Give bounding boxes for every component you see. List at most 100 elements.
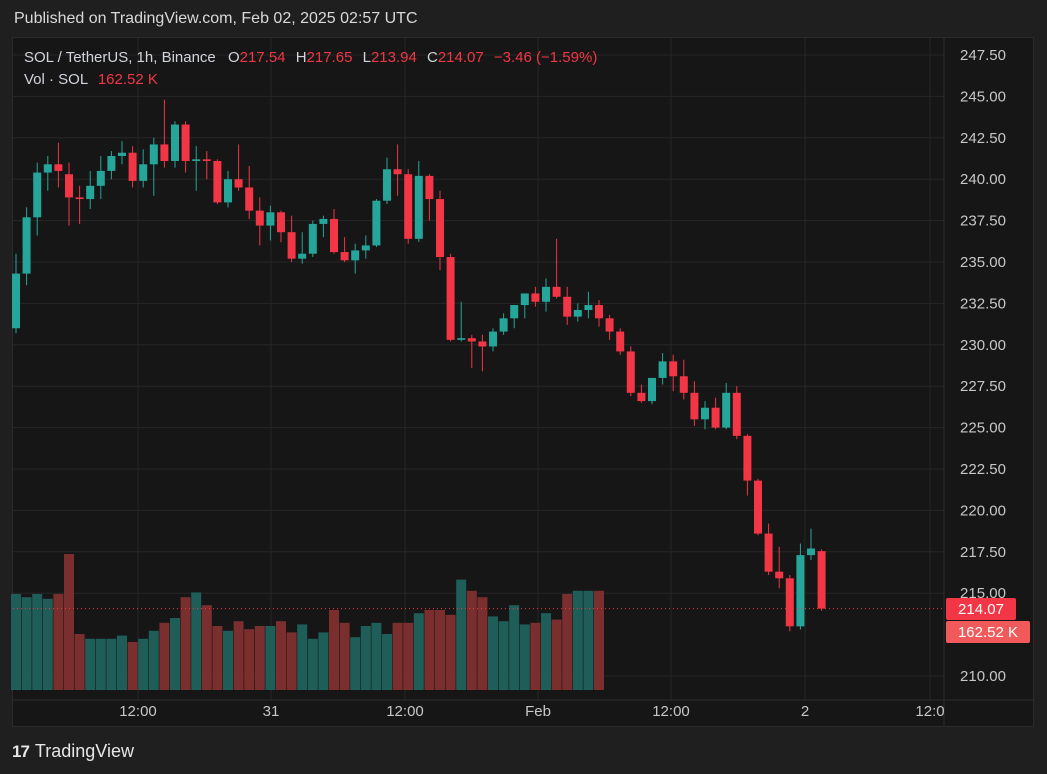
- candle-body[interactable]: [287, 232, 296, 259]
- candle-body[interactable]: [552, 286, 561, 297]
- candle-body[interactable]: [86, 185, 95, 200]
- symbol-label[interactable]: SOL / TetherUS, 1h, Binance: [24, 49, 216, 66]
- candle-body[interactable]: [75, 197, 84, 200]
- candle-body[interactable]: [764, 533, 773, 572]
- candle-body[interactable]: [595, 305, 603, 319]
- candle-body[interactable]: [43, 164, 52, 173]
- candle-body[interactable]: [785, 578, 794, 627]
- candle-body[interactable]: [340, 252, 349, 261]
- candle-body[interactable]: [510, 305, 519, 319]
- candle-body[interactable]: [192, 159, 201, 161]
- candle-body[interactable]: [404, 174, 413, 239]
- candle-body[interactable]: [65, 174, 73, 198]
- candle-body[interactable]: [149, 144, 158, 165]
- candle-body[interactable]: [266, 212, 275, 226]
- candle-body[interactable]: [234, 179, 243, 188]
- price-tick-label: 227.50: [960, 378, 1006, 395]
- candle-body[interactable]: [711, 407, 720, 428]
- volume-bar: [382, 634, 392, 690]
- candle-body[interactable]: [54, 164, 63, 171]
- legend: SOL / TetherUS, 1h, Binance O217.54 H217…: [24, 47, 597, 91]
- candle-body[interactable]: [648, 377, 656, 402]
- candle-body[interactable]: [478, 341, 487, 347]
- candle-body[interactable]: [658, 361, 667, 378]
- candle-body[interactable]: [626, 351, 635, 393]
- candle-body[interactable]: [796, 555, 805, 627]
- candle-body[interactable]: [573, 310, 582, 317]
- low-label: L: [362, 49, 371, 66]
- candle-body[interactable]: [754, 480, 762, 534]
- candle-body[interactable]: [277, 212, 285, 233]
- candle-body[interactable]: [637, 392, 646, 402]
- candle-body[interactable]: [732, 392, 741, 436]
- candle-body[interactable]: [160, 144, 169, 161]
- volume-bar: [117, 635, 127, 690]
- time-tick-label: 2: [801, 703, 809, 720]
- candle-body[interactable]: [351, 250, 360, 261]
- candle-body[interactable]: [308, 223, 317, 254]
- candle-body[interactable]: [393, 169, 402, 175]
- candle-body[interactable]: [171, 124, 179, 161]
- candle-body[interactable]: [128, 152, 137, 181]
- volume-row: Vol · SOL 162.52 K: [24, 69, 597, 91]
- candle-body[interactable]: [298, 253, 307, 259]
- candle-body[interactable]: [690, 392, 699, 420]
- candle-body[interactable]: [330, 218, 338, 253]
- candle-body[interactable]: [457, 338, 466, 340]
- candle-body[interactable]: [139, 164, 148, 181]
- candle-body[interactable]: [414, 175, 423, 239]
- candle-body[interactable]: [489, 331, 497, 347]
- volume-label[interactable]: Vol · SOL: [24, 71, 88, 88]
- candle-body[interactable]: [701, 407, 709, 420]
- candle-body[interactable]: [118, 152, 126, 157]
- candle-body[interactable]: [722, 392, 731, 428]
- candle-body[interactable]: [743, 435, 752, 481]
- candle-body[interactable]: [584, 305, 593, 311]
- candle-body[interactable]: [383, 169, 391, 201]
- candle-body[interactable]: [467, 338, 476, 342]
- candle-body[interactable]: [542, 286, 550, 302]
- candle-body[interactable]: [361, 245, 370, 251]
- candle-body[interactable]: [520, 293, 529, 306]
- candle-body[interactable]: [96, 170, 105, 186]
- candle-body[interactable]: [319, 218, 328, 224]
- candle-body[interactable]: [775, 571, 784, 579]
- candle-body[interactable]: [669, 361, 678, 377]
- candle-body[interactable]: [605, 318, 614, 332]
- volume-bar: [265, 626, 276, 690]
- volume-value: 162.52 K: [97, 71, 158, 88]
- tradingview-mark-icon: 17: [12, 741, 30, 761]
- candle-body[interactable]: [255, 210, 264, 226]
- candle-body[interactable]: [807, 548, 815, 556]
- candle-body[interactable]: [245, 187, 254, 211]
- price-tick-label: 240.00: [960, 171, 1006, 188]
- candle-body[interactable]: [563, 296, 572, 317]
- candle-body[interactable]: [107, 156, 116, 171]
- candle-body[interactable]: [531, 293, 540, 302]
- candle-body[interactable]: [817, 551, 826, 609]
- candle-body[interactable]: [202, 159, 211, 161]
- candle-body[interactable]: [616, 331, 625, 352]
- candle-body[interactable]: [213, 160, 222, 203]
- volume-bar: [435, 610, 445, 690]
- volume-bar: [498, 621, 509, 690]
- candle-body[interactable]: [181, 124, 190, 161]
- volume-bar: [233, 621, 244, 690]
- volume-bar: [64, 554, 74, 690]
- candle-body[interactable]: [372, 200, 381, 246]
- candle-body[interactable]: [22, 217, 31, 274]
- candle-body[interactable]: [436, 199, 444, 258]
- time-tick-label: 12:0: [915, 703, 944, 720]
- volume-bar: [276, 621, 286, 690]
- volume-bar: [509, 605, 520, 690]
- candle-body[interactable]: [33, 172, 42, 218]
- close-label: C: [427, 49, 438, 66]
- candle-body[interactable]: [224, 179, 232, 203]
- tradingview-logo[interactable]: 17 TradingView: [12, 741, 134, 762]
- candle-body[interactable]: [446, 257, 455, 340]
- candle-body[interactable]: [12, 273, 20, 329]
- candle-body[interactable]: [499, 318, 508, 332]
- candle-body[interactable]: [425, 175, 434, 200]
- candle-body[interactable]: [679, 376, 688, 393]
